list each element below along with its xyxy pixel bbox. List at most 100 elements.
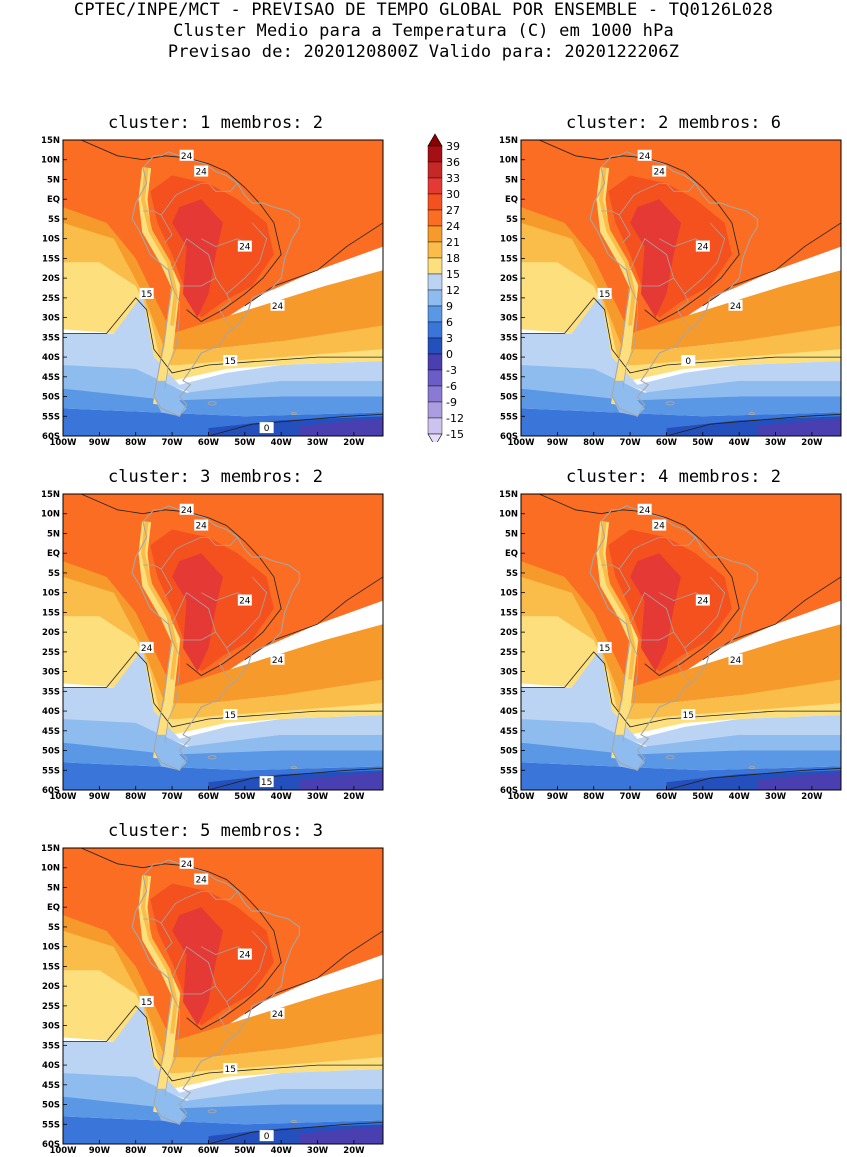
temperature-band-5 bbox=[63, 647, 383, 747]
contour-label-bg bbox=[237, 594, 252, 606]
lon-tick-label: 90W bbox=[89, 792, 111, 799]
hot-core-region bbox=[172, 907, 223, 1026]
contour-label: 24 bbox=[639, 506, 651, 516]
colorbar-label: -6 bbox=[446, 380, 457, 393]
falkland-islands bbox=[207, 1109, 217, 1114]
lon-tick-label: 70W bbox=[619, 792, 641, 799]
lon-tick-label: 80W bbox=[583, 438, 605, 445]
contour-label-bg bbox=[139, 641, 154, 653]
colorbar-segment bbox=[427, 257, 443, 275]
country-border-3 bbox=[143, 564, 173, 597]
country-border-4 bbox=[215, 277, 235, 330]
contour-label: 0 bbox=[264, 1132, 270, 1142]
country-border-3 bbox=[143, 918, 173, 951]
colorbar-segment bbox=[427, 385, 443, 403]
lat-tick-label: 45S bbox=[500, 373, 518, 383]
map-panel-3: 24 24 24 24 24 15 15 15N 10N 5N EQ 5S 10S 15S 20S 25S 30… bbox=[0, 489, 390, 803]
lat-tick-label: 45S bbox=[42, 373, 60, 383]
lat-tick-label: 20S bbox=[42, 982, 60, 992]
lat-tick-label: 25S bbox=[42, 1002, 60, 1012]
andes-inner-strip bbox=[140, 167, 178, 326]
hot-core-region bbox=[630, 199, 681, 318]
country-border-2 bbox=[618, 183, 696, 216]
contour-label-bg bbox=[597, 287, 612, 299]
temperature-band-2 bbox=[521, 207, 841, 358]
country-border-1 bbox=[171, 592, 217, 641]
andes-inner-strip bbox=[598, 521, 636, 680]
colorbar-segment bbox=[427, 145, 443, 163]
contour-label-bg bbox=[179, 857, 194, 869]
country-border-6 bbox=[226, 576, 268, 649]
contour-label: 24 bbox=[639, 152, 651, 162]
contour-24-north bbox=[81, 494, 282, 676]
south-america-coastline bbox=[131, 859, 300, 1125]
contour-label: 15 bbox=[225, 711, 236, 721]
lat-tick-label: 5S bbox=[48, 923, 60, 933]
lon-tick-label: 100W bbox=[49, 792, 77, 799]
lon-tick-label: 70W bbox=[161, 438, 183, 445]
colorbar-graphic bbox=[427, 133, 443, 447]
colorbar-segment bbox=[427, 305, 443, 323]
contour-15 bbox=[63, 1005, 383, 1082]
lon-tick-label: 60W bbox=[198, 438, 220, 445]
colorbar-segment bbox=[427, 193, 443, 211]
contour-label-bg bbox=[681, 355, 696, 367]
south-america-coastline bbox=[131, 151, 300, 417]
colorbar-label: 0 bbox=[446, 348, 453, 361]
lat-tick-label: 10S bbox=[42, 235, 60, 245]
lat-tick-label: 40S bbox=[42, 353, 60, 363]
temperature-band-6 bbox=[63, 1073, 383, 1113]
lat-tick-label: 30S bbox=[500, 314, 518, 324]
panel-1-title: cluster: 1 membros: 2 bbox=[108, 113, 323, 133]
lat-tick-label: 35S bbox=[500, 333, 518, 343]
colorbar-label: 3 bbox=[446, 332, 453, 345]
lat-tick-label: 60S bbox=[42, 786, 60, 796]
lon-tick-label: 20W bbox=[801, 438, 823, 445]
lat-tick-label: 30S bbox=[42, 668, 60, 678]
contour-24-north bbox=[81, 848, 282, 1030]
lat-tick-label: 30S bbox=[42, 1022, 60, 1032]
lon-tick-label: 80W bbox=[583, 792, 605, 799]
contour-label-bg bbox=[259, 776, 274, 788]
lon-tick-label: 30W bbox=[765, 792, 787, 799]
lat-tick-label: 15N bbox=[499, 136, 518, 146]
lat-tick-label: EQ bbox=[47, 903, 60, 913]
country-border-4 bbox=[673, 631, 693, 684]
country-border-6 bbox=[684, 222, 726, 295]
falkland-islands bbox=[665, 401, 675, 406]
colorbar-segment bbox=[427, 337, 443, 355]
contour-label-bg bbox=[223, 1063, 238, 1075]
country-border-4 bbox=[673, 277, 693, 330]
lat-tick-label: 5S bbox=[506, 215, 518, 225]
lat-tick-label: 15S bbox=[42, 254, 60, 264]
colorbar-segment bbox=[427, 353, 443, 371]
colorbar-label: -9 bbox=[446, 396, 457, 409]
contour-15 bbox=[521, 651, 841, 728]
country-border-2 bbox=[618, 537, 696, 570]
country-border-5 bbox=[622, 285, 638, 389]
lat-tick-label: 10N bbox=[41, 510, 60, 520]
lat-tick-label: 20S bbox=[500, 628, 518, 638]
contour-label: 15 bbox=[261, 778, 272, 788]
colorbar-top-arrow bbox=[427, 133, 443, 147]
map-frame bbox=[520, 493, 842, 791]
lon-tick-label: 100W bbox=[507, 438, 535, 445]
temperature-band-5 bbox=[63, 1001, 383, 1101]
contour-0 bbox=[208, 1121, 383, 1144]
contour-label-bg bbox=[637, 503, 652, 515]
south-georgia-island bbox=[290, 1120, 297, 1124]
contour-label: 15 bbox=[599, 290, 610, 300]
contour-24-north bbox=[539, 140, 740, 322]
contour-label-bg bbox=[652, 519, 667, 531]
andes-inner-strip bbox=[140, 875, 178, 1034]
country-border-1 bbox=[629, 238, 675, 287]
lat-tick-label: 45S bbox=[42, 1081, 60, 1091]
country-border-4 bbox=[215, 985, 235, 1038]
lon-tick-label: 40W bbox=[271, 438, 293, 445]
contour-label-bg bbox=[237, 240, 252, 252]
map-svg-1: 242424241515015N10N5NEQ5S10S15S20S25S30S… bbox=[41, 136, 384, 448]
lon-tick-label: 60W bbox=[656, 792, 678, 799]
contour-label: 24 bbox=[195, 168, 207, 178]
lat-tick-label: EQ bbox=[47, 549, 60, 559]
lat-tick-label: 20S bbox=[42, 274, 60, 284]
